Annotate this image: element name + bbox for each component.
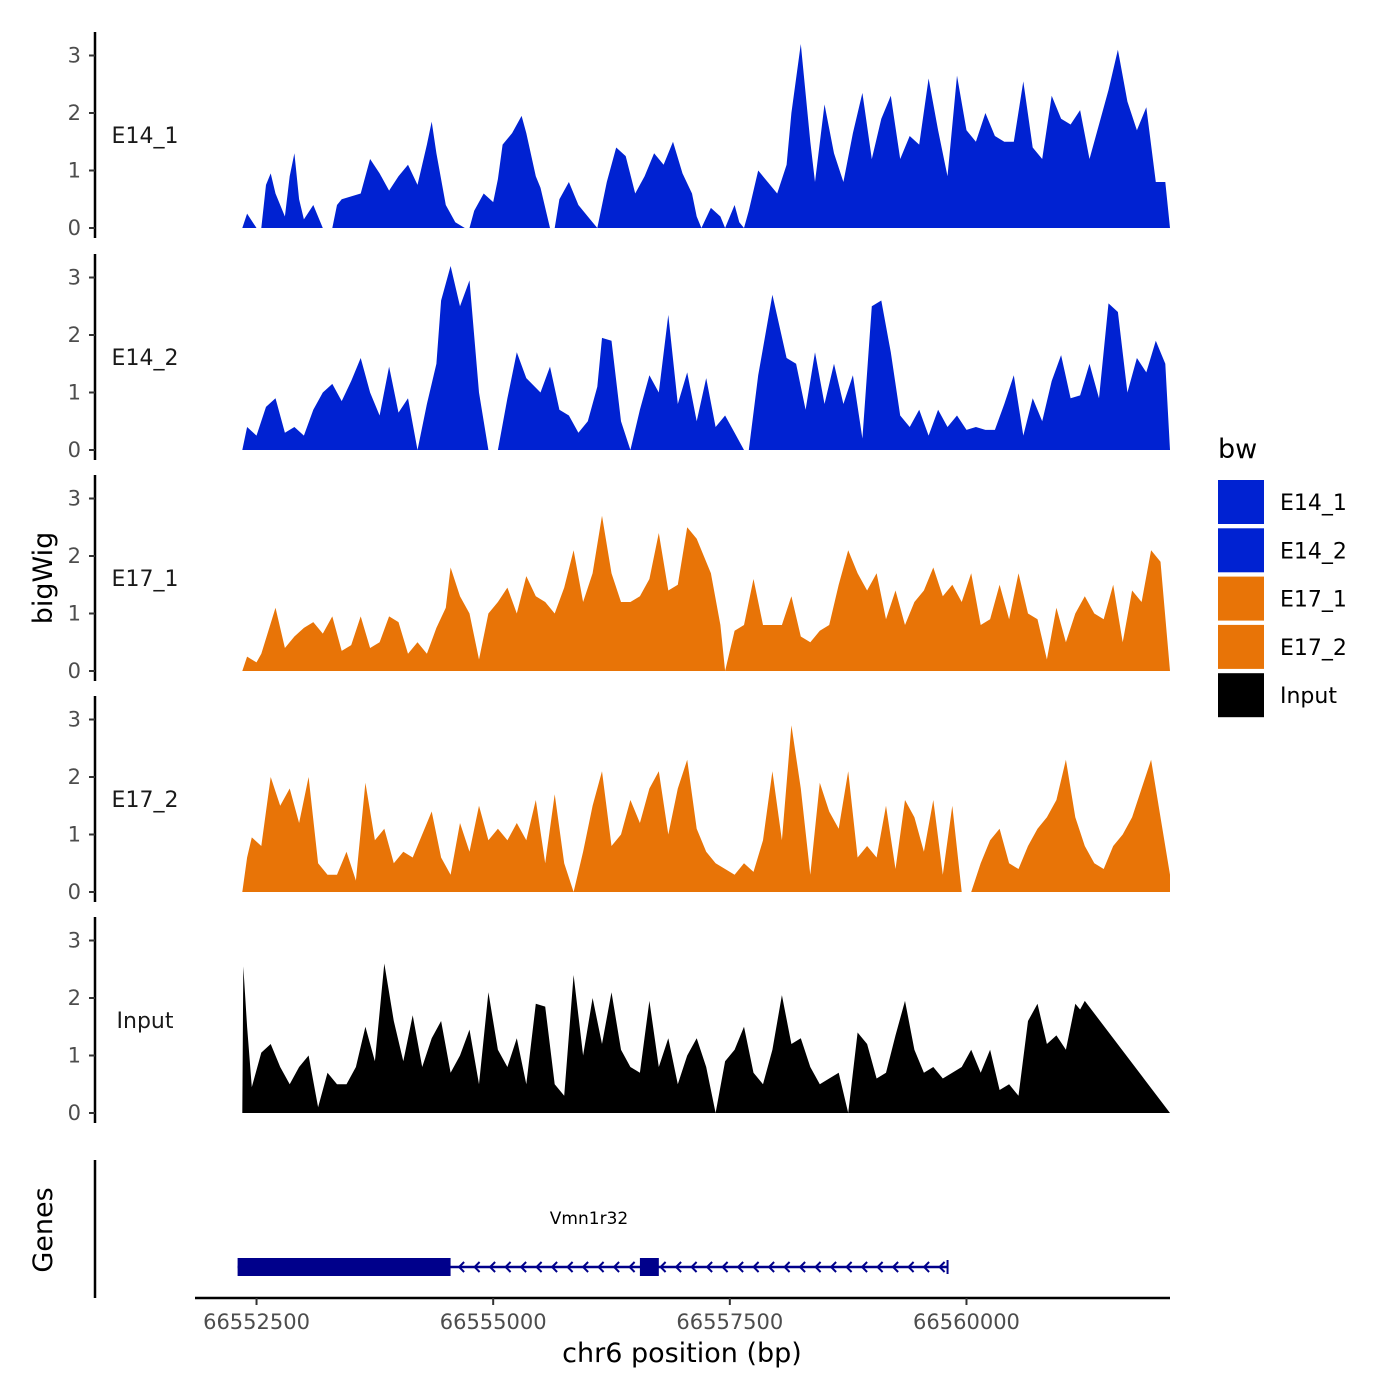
strand-arrow [938, 1261, 946, 1273]
strand-arrow [891, 1261, 899, 1273]
track-input: 0 1 2 3 Input [68, 917, 1171, 1125]
y-tick-label: 1 [68, 159, 81, 183]
y-tick-label: 3 [68, 708, 81, 732]
y-tick-label: 2 [68, 544, 81, 568]
legend-key [1218, 480, 1264, 524]
y-tick-label: 3 [68, 929, 81, 953]
strand-arrow [767, 1261, 775, 1273]
legend-key [1218, 528, 1264, 573]
track-e14-1: 0 1 2 3 E14_1 [68, 32, 1171, 240]
strand-arrow [535, 1261, 543, 1273]
strand-arrow [566, 1261, 574, 1273]
x-tick-label: 66557500 [676, 1310, 783, 1334]
legend-label: E17_2 [1280, 636, 1347, 661]
x-tick-label: 66552500 [203, 1310, 310, 1334]
strand-arrow [473, 1261, 481, 1273]
legend-key [1218, 576, 1264, 621]
y-axis-title: bigWig [28, 532, 59, 625]
y-tick-label: 0 [68, 880, 81, 904]
legend-label: Input [1280, 684, 1337, 709]
y-tick-label: 1 [68, 381, 81, 405]
track-e17-1: 0 1 2 3 E17_1 [68, 475, 1171, 683]
legend-label: E14_2 [1280, 539, 1347, 564]
legend-key [1218, 624, 1264, 669]
strand-arrow [829, 1261, 837, 1273]
x-axis: 66552500 66555000 66557500 66560000 [195, 1296, 1170, 1334]
legend-title: bw [1218, 434, 1257, 465]
signal-area [242, 963, 1171, 1113]
gene-exon [237, 1258, 451, 1276]
strand-arrow [907, 1261, 915, 1273]
strand-arrow [628, 1261, 636, 1273]
strand-arrow [705, 1261, 713, 1273]
strand-arrow [674, 1261, 682, 1273]
gene-name: Vmn1r32 [550, 1209, 628, 1229]
strand-arrow [550, 1261, 558, 1273]
strand-arrow [581, 1261, 589, 1273]
gene-track: Genes Vmn1r32 [28, 1160, 949, 1298]
signal-area [242, 44, 1171, 228]
signal-area [242, 725, 1171, 892]
legend: bw E14_1 E14_2 E17_1 E17_2 Input [1218, 434, 1347, 718]
track-label: E14_2 [112, 346, 179, 371]
strand-arrow [752, 1261, 760, 1273]
strand-arrow [845, 1261, 853, 1273]
strand-arrow [504, 1261, 512, 1273]
gene-exon [639, 1258, 659, 1276]
y-tick-label: 2 [68, 986, 81, 1010]
strand-arrow [597, 1261, 605, 1273]
track-label: E17_2 [112, 788, 179, 813]
track-label: E17_1 [112, 567, 179, 592]
strand-arrow [783, 1261, 791, 1273]
strand-arrow [659, 1261, 667, 1273]
tracks-group: 0 1 2 3 E14_1 0 1 2 3 E14_2 0 1 2 3 E17_1 0 1 2 3 E17_2 0 1 2 3… [68, 32, 1171, 1125]
y-tick-label: 3 [68, 487, 81, 511]
track-label: E14_1 [112, 124, 179, 149]
y-tick-label: 2 [68, 765, 81, 789]
y-tick-label: 0 [68, 216, 81, 240]
y-tick-label: 1 [68, 602, 81, 626]
y-tick-label: 2 [68, 101, 81, 125]
y-tick-label: 0 [68, 438, 81, 462]
strand-arrow [519, 1261, 527, 1273]
signal-area [242, 515, 1171, 671]
y-tick-label: 2 [68, 323, 81, 347]
legend-label: E14_1 [1280, 491, 1347, 516]
signal-area [242, 266, 1171, 450]
strand-arrow [860, 1261, 868, 1273]
legend-key [1218, 673, 1264, 718]
strand-arrow [488, 1261, 496, 1273]
strand-arrow [690, 1261, 698, 1273]
x-axis-title: chr6 position (bp) [562, 1338, 802, 1369]
strand-arrow [798, 1261, 806, 1273]
track-e17-2: 0 1 2 3 E17_2 [68, 696, 1171, 904]
gene-track-title: Genes [28, 1187, 59, 1272]
track-label: Input [117, 1009, 174, 1034]
strand-arrow [736, 1261, 744, 1273]
y-tick-label: 0 [68, 659, 81, 683]
x-tick-label: 66560000 [913, 1310, 1020, 1334]
y-tick-label: 0 [68, 1101, 81, 1125]
strand-arrow [876, 1261, 884, 1273]
legend-label: E17_1 [1280, 588, 1347, 613]
strand-arrow [721, 1261, 729, 1273]
strand-arrow [814, 1261, 822, 1273]
x-tick-label: 66555000 [440, 1310, 547, 1334]
strand-arrow [922, 1261, 930, 1273]
y-tick-label: 3 [68, 44, 81, 68]
track-e14-2: 0 1 2 3 E14_2 [68, 254, 1171, 462]
y-tick-label: 1 [68, 823, 81, 847]
y-tick-label: 1 [68, 1044, 81, 1068]
strand-arrow [457, 1261, 465, 1273]
y-tick-label: 3 [68, 266, 81, 290]
strand-arrow [612, 1261, 620, 1273]
